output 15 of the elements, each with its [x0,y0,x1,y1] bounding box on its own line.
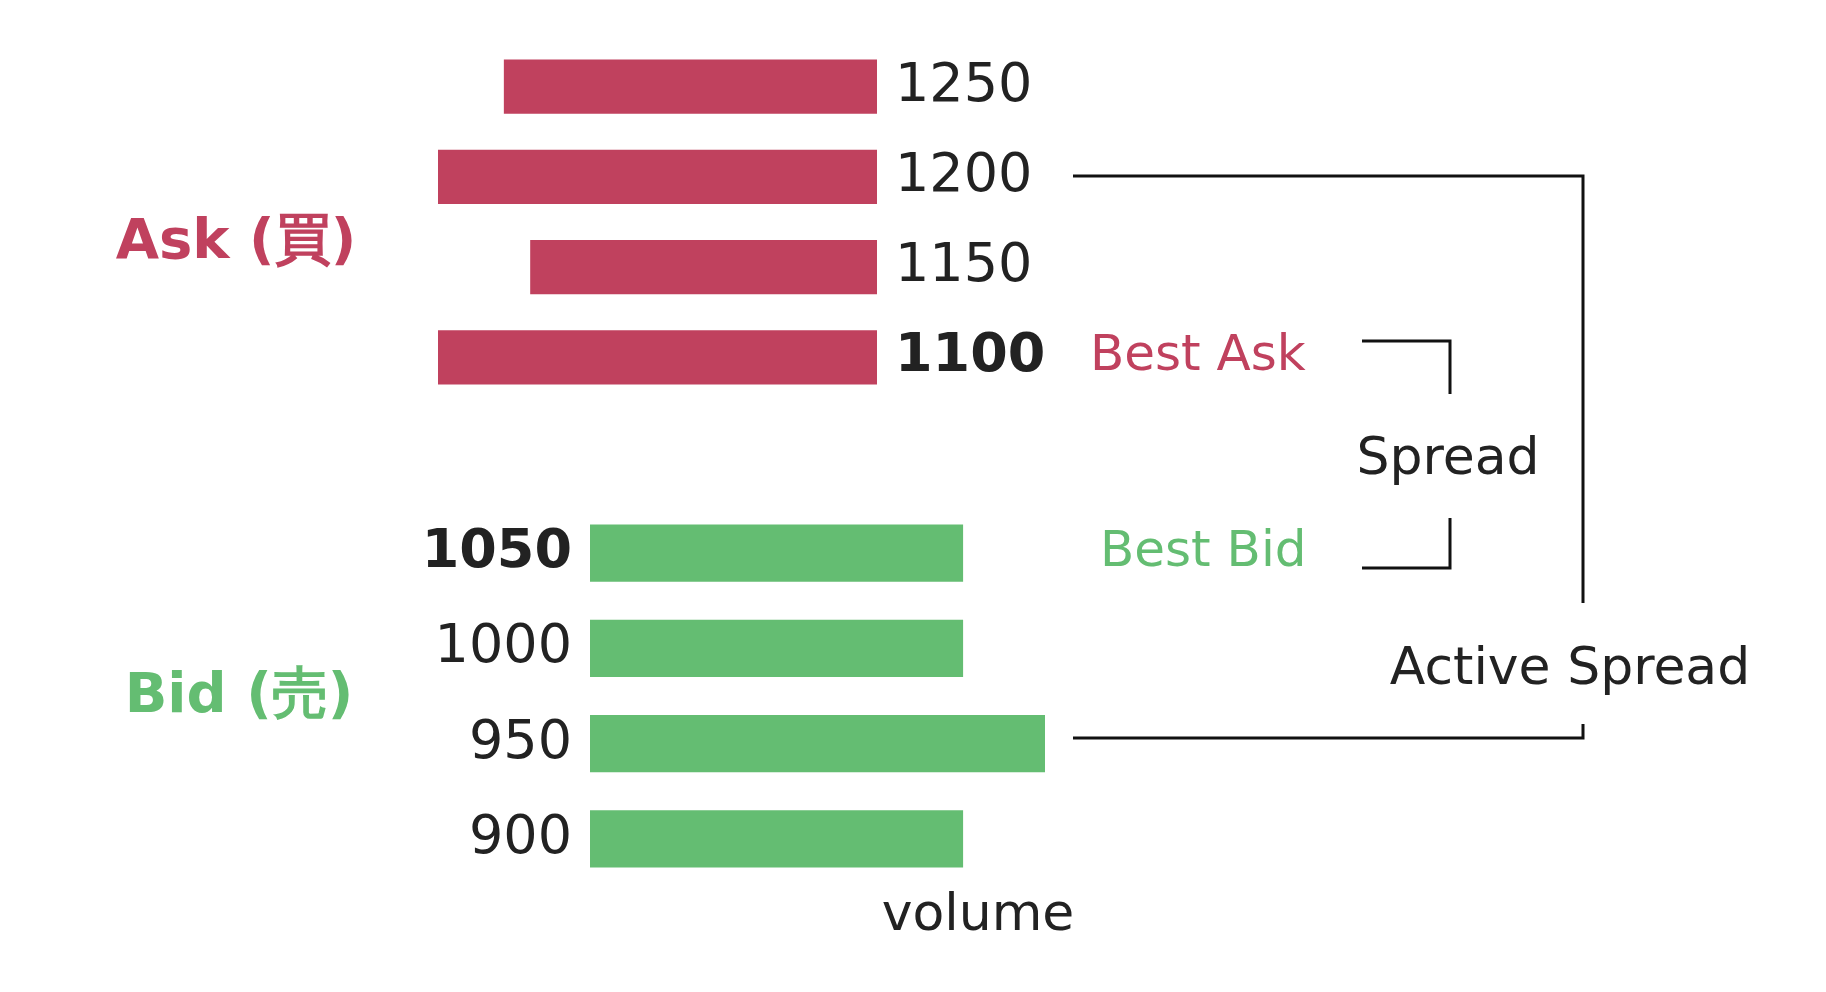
text: Spread [1355,425,1541,488]
y-tick-label: 1250 [895,50,1033,114]
text: Best Ask [1090,324,1306,383]
y-tick-label: 1050 [421,517,572,581]
y-tick-label: 1000 [434,612,572,676]
y-tick-label: 1100 [895,321,1046,385]
x-axis-title: volume [880,881,1076,944]
y-axis-title: Bid (売) [123,659,355,727]
y-tick-label: 1200 [895,140,1033,204]
y-tick-label: 1150 [895,231,1033,295]
y-tick-label: 900 [468,802,572,866]
text: Best Bid [1100,520,1307,579]
y-axis-title: Ask (買) [114,205,358,273]
text: Active Spread [1388,635,1752,698]
y-tick-label: 950 [468,707,572,771]
